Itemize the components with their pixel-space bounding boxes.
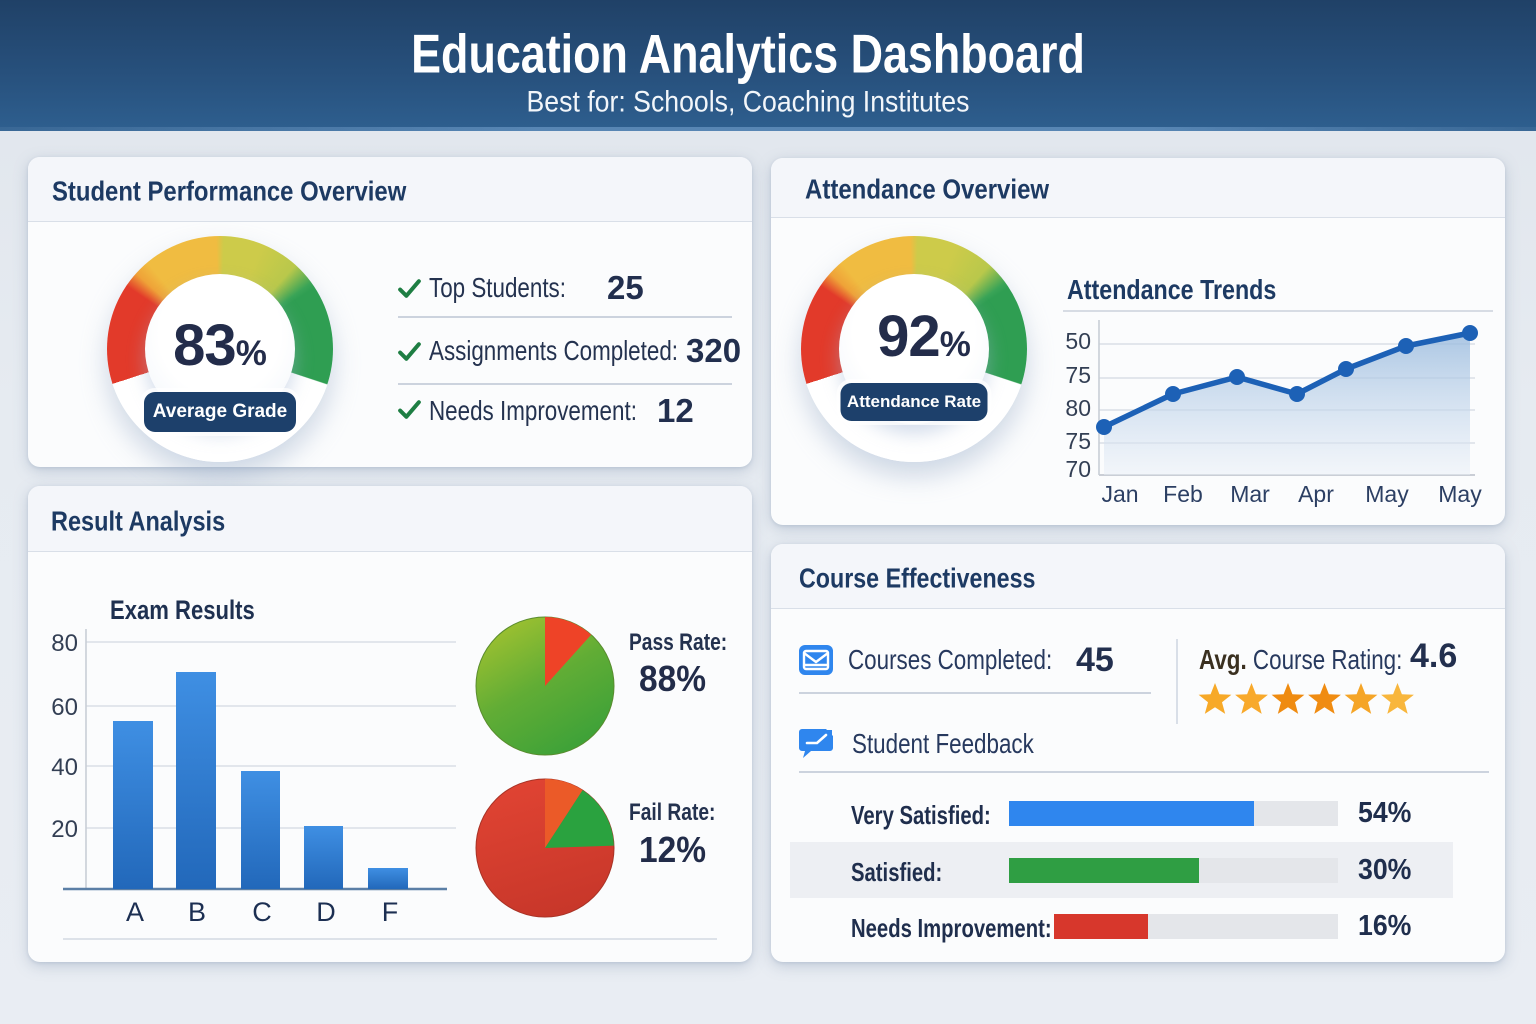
svg-text:80: 80 — [51, 630, 78, 657]
svg-text:Jan: Jan — [1101, 481, 1138, 507]
svg-text:A: A — [126, 897, 144, 927]
svg-text:20: 20 — [51, 816, 78, 843]
svg-text:60: 60 — [51, 694, 78, 721]
svg-text:80: 80 — [1065, 395, 1091, 421]
svg-text:75: 75 — [1065, 362, 1091, 388]
svg-text:F: F — [382, 897, 399, 927]
svg-text:Mar: Mar — [1230, 481, 1270, 507]
svg-text:75: 75 — [1065, 428, 1091, 454]
svg-text:May: May — [1438, 481, 1482, 507]
svg-text:70: 70 — [1065, 456, 1091, 482]
svg-text:Apr: Apr — [1298, 481, 1334, 507]
svg-text:Feb: Feb — [1163, 481, 1203, 507]
svg-text:40: 40 — [51, 754, 78, 781]
svg-text:D: D — [316, 897, 336, 927]
svg-text:50: 50 — [1065, 328, 1091, 354]
svg-text:C: C — [252, 897, 272, 927]
svg-text:B: B — [188, 897, 206, 927]
svg-text:May: May — [1365, 481, 1409, 507]
